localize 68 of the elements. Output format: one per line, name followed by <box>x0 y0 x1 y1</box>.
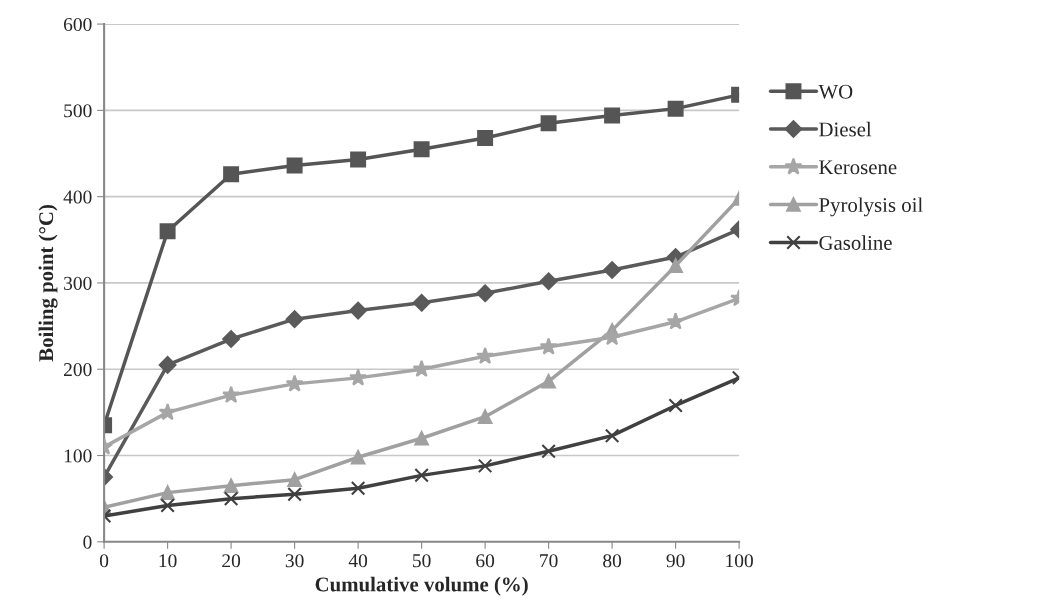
point <box>287 472 302 487</box>
x-tick-label: 70 <box>540 554 558 568</box>
point <box>349 301 367 320</box>
point <box>476 346 495 365</box>
legend-label: Pyrolysis oil <box>819 197 923 217</box>
point <box>477 409 493 424</box>
point <box>603 327 622 346</box>
legend-label: Kerosene <box>819 160 897 175</box>
point <box>604 107 621 124</box>
point <box>668 258 683 273</box>
point <box>159 223 176 240</box>
point <box>222 385 241 403</box>
point <box>223 491 239 506</box>
point <box>603 261 622 279</box>
point <box>666 312 685 330</box>
point <box>667 100 684 117</box>
point <box>160 485 175 500</box>
y-tick-label: 0 <box>83 535 92 549</box>
point <box>222 330 240 348</box>
point <box>160 498 175 513</box>
x-tick-label: 80 <box>603 554 622 568</box>
x-tick-label: 30 <box>285 554 304 568</box>
point <box>604 428 620 443</box>
point <box>350 449 366 465</box>
point <box>287 487 302 502</box>
point <box>668 398 683 413</box>
point <box>540 115 557 132</box>
point <box>158 356 177 374</box>
point <box>223 478 239 493</box>
x-tick-label: 40 <box>348 554 368 568</box>
y-axis-title: Boiling point (°C) <box>38 205 58 362</box>
x-axis-title: Cumulative volume (%) <box>315 576 528 596</box>
point <box>158 403 177 421</box>
legend-label: Gasoline <box>819 235 892 250</box>
point <box>349 368 368 386</box>
point <box>539 272 558 291</box>
point <box>477 129 494 146</box>
point <box>285 310 304 329</box>
x-tick-label: 20 <box>222 554 241 568</box>
point <box>539 337 558 355</box>
x-tick-label: 100 <box>726 554 753 568</box>
legend-label: WO <box>818 84 853 99</box>
point <box>412 359 431 378</box>
y-tick-label: 200 <box>63 363 92 377</box>
x-tick-label: 50 <box>413 554 431 568</box>
point <box>350 151 367 168</box>
x-tick-label: 90 <box>666 554 685 568</box>
point <box>477 458 493 474</box>
point <box>541 374 556 389</box>
point <box>541 443 556 459</box>
point <box>412 293 431 312</box>
legend-label: Diesel <box>819 121 872 137</box>
point <box>414 468 429 483</box>
y-tick-label: 500 <box>64 104 92 118</box>
x-tick-label: 10 <box>159 554 177 568</box>
point <box>413 141 430 158</box>
y-tick-label: 100 <box>64 449 92 463</box>
x-tick-label: 60 <box>476 554 495 568</box>
point <box>223 166 240 183</box>
point <box>476 284 494 303</box>
x-tick-label: 0 <box>99 554 109 568</box>
point <box>286 157 303 174</box>
point <box>414 430 429 446</box>
y-tick-label: 400 <box>63 190 92 204</box>
y-tick-label: 600 <box>63 17 92 32</box>
point <box>350 481 366 496</box>
y-tick-label: 300 <box>64 276 92 290</box>
point <box>285 374 304 392</box>
